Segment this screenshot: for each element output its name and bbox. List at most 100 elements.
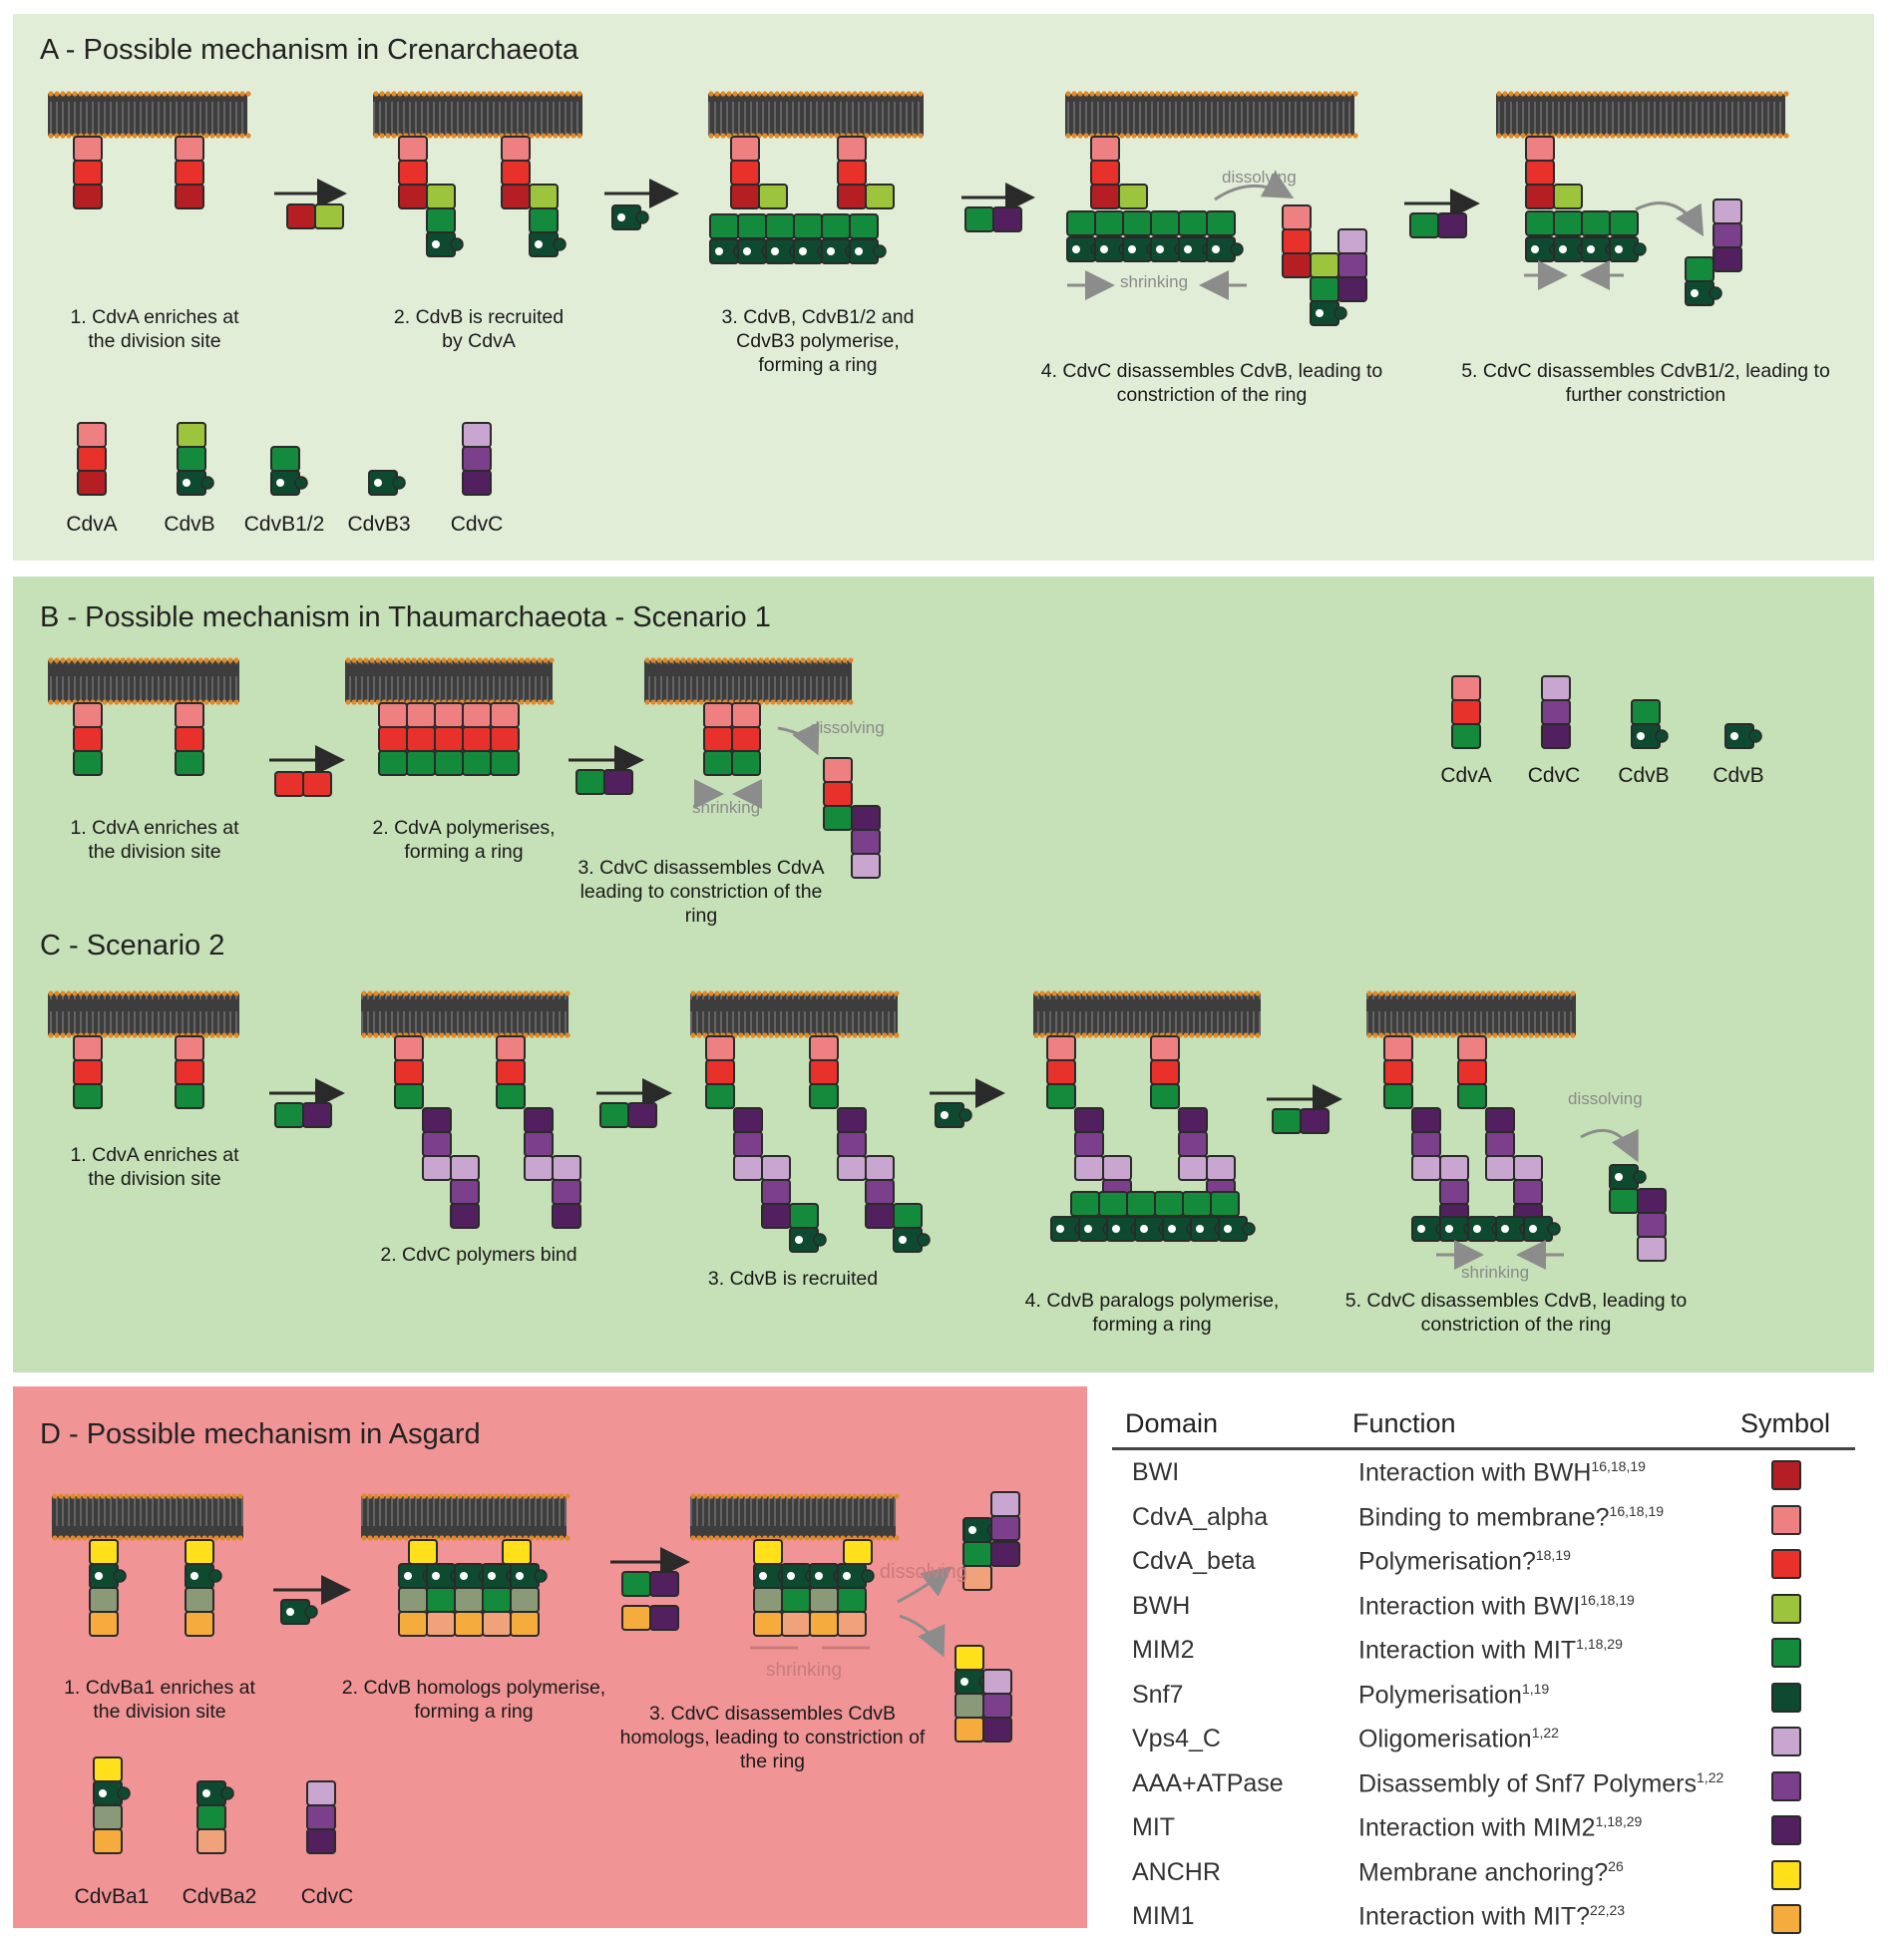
lipid-head (132, 91, 138, 97)
lipid-head (54, 133, 60, 139)
atpase-block (1541, 699, 1571, 725)
lipid-head (82, 1535, 88, 1541)
lipid-head (519, 657, 525, 663)
vps4c-block (865, 1155, 895, 1181)
lipid-head (537, 699, 543, 705)
lipid-head (1249, 1032, 1255, 1038)
lipid-head (351, 657, 357, 663)
atpase-block (306, 1804, 336, 1830)
mim2-block (394, 1083, 424, 1109)
atpase-block (1637, 1212, 1667, 1238)
mim2-block (1457, 1083, 1487, 1109)
lipid-head (144, 657, 150, 663)
snf7-socket (1112, 1225, 1120, 1233)
lipid-head (744, 990, 750, 996)
lipid-head (547, 1535, 553, 1541)
lipid-head (1528, 990, 1534, 996)
lipid-head (1444, 1032, 1450, 1038)
membrane (708, 94, 924, 136)
lipid-head (1480, 990, 1486, 996)
snf7-socket (1212, 245, 1220, 253)
vps4c-block (761, 1155, 791, 1181)
lipid-head (1143, 91, 1149, 97)
lipid-head (493, 91, 499, 97)
lipid-head (762, 1032, 768, 1038)
lipid-head (495, 657, 501, 663)
mim2-block (175, 1083, 204, 1109)
lipid-head (1717, 133, 1723, 139)
lipid-head (1281, 91, 1287, 97)
lipid-head (824, 657, 830, 663)
lipid-head (1640, 133, 1646, 139)
lipid-head (1670, 133, 1676, 139)
lipid-head (1125, 133, 1131, 139)
lipid-head (138, 657, 144, 663)
lipid-head (1610, 91, 1616, 97)
lipid-head (136, 1535, 142, 1541)
lipid-head (720, 1535, 726, 1541)
lipid-head (1191, 91, 1197, 97)
cdva-alpha-block (434, 702, 464, 728)
anchr-block (753, 1539, 783, 1565)
lipid-head (794, 657, 800, 663)
vps4c-block (1074, 1155, 1104, 1181)
lipid-head (744, 91, 750, 97)
lipid-head (481, 1535, 487, 1541)
lipid-head (493, 133, 499, 139)
cdva-alpha-block (175, 1035, 204, 1061)
lipid-head (114, 657, 120, 663)
mim2-block (1154, 1191, 1184, 1217)
lipid-head (1191, 133, 1197, 139)
vps4c-block (1411, 1155, 1441, 1181)
lipid-head (439, 91, 445, 97)
mim2-block (849, 213, 879, 239)
lipid-head (782, 699, 788, 705)
lipid-head (168, 657, 174, 663)
lipid-head (469, 1493, 475, 1499)
lipid-head (852, 91, 858, 97)
lipid-head (788, 657, 794, 663)
lipid-head (150, 990, 156, 996)
lipid-head (1147, 990, 1153, 996)
lipid-head (227, 699, 233, 705)
bwi-block (837, 184, 867, 209)
snf7-socket (1730, 732, 1738, 740)
lipid-head (138, 1032, 144, 1038)
lipid-head (156, 699, 162, 705)
table-cell-function: Polymerisation1,19 (1358, 1680, 1550, 1709)
lipid-head (834, 990, 840, 996)
lipid-head (768, 91, 774, 97)
lipid-head (423, 657, 429, 663)
mim2-block (1525, 210, 1555, 236)
lipid-head (1221, 91, 1227, 97)
cdva-alpha-block (378, 702, 408, 728)
lipid-head (535, 1493, 541, 1499)
domain-block (781, 1611, 811, 1637)
lipid-head (1197, 91, 1203, 97)
lipid-head (445, 1032, 451, 1038)
lipid-head (541, 990, 547, 996)
lipid-head (60, 1032, 66, 1038)
lipid-head (882, 133, 888, 139)
lipid-head (1586, 133, 1592, 139)
lipid-head (215, 1032, 221, 1038)
lipid-head (1564, 1032, 1570, 1038)
reference-superscript: 1,18,29 (1595, 1813, 1643, 1829)
atpase-block (851, 829, 881, 855)
lipid-head (680, 699, 686, 705)
lipid-head (1432, 990, 1438, 996)
snf7-socket (855, 247, 863, 255)
lipid-head (405, 657, 411, 663)
lipid-head (1269, 133, 1275, 139)
lipid-head (876, 990, 882, 996)
dissolving-arrow (1214, 171, 1295, 201)
snf7-knob (117, 1786, 131, 1800)
lipid-head (66, 699, 72, 705)
lipid-head (750, 91, 756, 97)
lipid-head (1095, 91, 1101, 97)
anchr-block (502, 1539, 532, 1565)
lipid-head (1083, 91, 1089, 97)
lipid-head (894, 133, 900, 139)
lipid-head (1717, 91, 1723, 97)
snf7-socket (1529, 1225, 1537, 1233)
